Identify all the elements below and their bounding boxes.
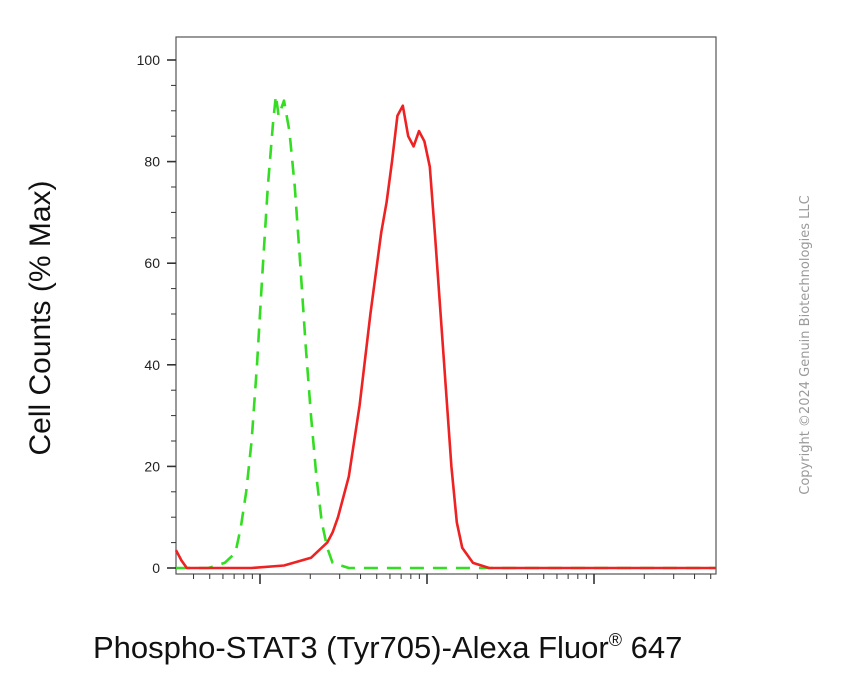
x-axis-label-main: Phospho-STAT3 (Tyr705)-Alexa Fluor: [93, 630, 609, 665]
y-axis-ticks: 0 20 40 60 80 100: [137, 52, 176, 576]
series-line-1: [176, 94, 716, 570]
y-tick-label: 100: [137, 52, 161, 68]
y-axis-label: Cell Counts (% Max): [24, 180, 57, 455]
y-tick-label: 80: [144, 154, 160, 170]
y-tick-label: 20: [144, 458, 160, 474]
y-tick-label: 40: [144, 357, 160, 373]
x-axis-label-superscript: ®: [609, 630, 622, 650]
plot-frame: [175, 36, 717, 575]
series-layer: [174, 94, 716, 570]
x-axis-label: Phospho-STAT3 (Tyr705)-Alexa Fluor® 647: [93, 630, 682, 665]
x-axis-ticks: [193, 574, 712, 584]
y-tick-label: 0: [152, 560, 160, 576]
copyright-notice: Copyright ©2024 Genuin Biotechnologies L…: [798, 195, 813, 494]
y-tick-label: 60: [144, 255, 160, 271]
x-axis-label-suffix: 647: [622, 630, 682, 665]
series-line-2: [174, 104, 716, 570]
